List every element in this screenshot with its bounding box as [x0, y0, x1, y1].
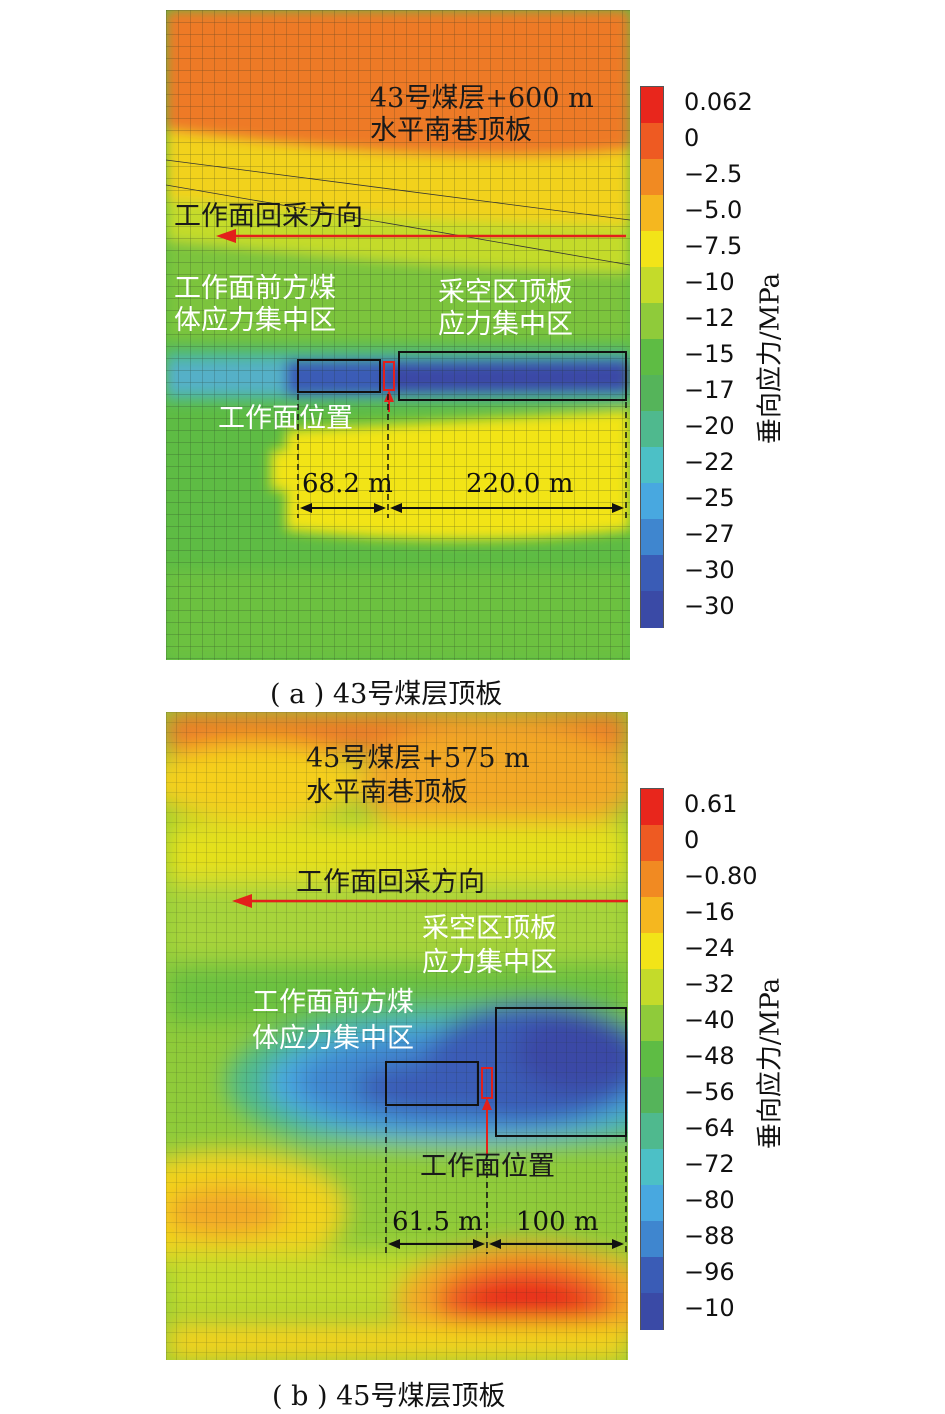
goaf-zone-label-line1-a: 采空区顶板 [438, 277, 573, 308]
legend-tick-label: −48 [684, 1042, 735, 1070]
legend-color-swatch [641, 1149, 663, 1186]
legend-tick-label: −56 [684, 1078, 735, 1106]
roadway-label-line2-a: 水平南巷顶板 [370, 115, 532, 146]
legend-tick-label: −96 [684, 1258, 735, 1286]
dim-left-label-b: 61.5 m [392, 1207, 483, 1237]
face-position-label-a: 工作面位置 [218, 403, 353, 434]
legend-a-colorbar [640, 86, 664, 628]
face-position-label-b: 工作面位置 [420, 1151, 555, 1182]
direction-label-b: 工作面回采方向 [296, 867, 485, 898]
legend-color-swatch [641, 1257, 663, 1294]
legend-color-swatch [641, 87, 663, 124]
goaf-zone-label-line2-a: 应力集中区 [438, 309, 573, 340]
direction-arrow-head-a [216, 229, 236, 243]
front-zone-label-line2-a: 体应力集中区 [174, 305, 336, 336]
front-zone-label-line2-b: 体应力集中区 [252, 1023, 414, 1054]
legend-color-swatch [641, 1113, 663, 1150]
front-zone-label-line1-a: 工作面前方煤 [174, 273, 336, 304]
roadway-label-line2-b: 水平南巷顶板 [306, 777, 468, 808]
legend-color-swatch [641, 1041, 663, 1078]
legend-tick-label: −2.5 [684, 160, 743, 188]
caption-a: ( a ) 43号煤层顶板 [270, 679, 503, 710]
legend-color-swatch [641, 1005, 663, 1042]
legend-b-colorbar [640, 788, 664, 1330]
legend-tick-label: −72 [684, 1150, 735, 1178]
roadway-label-line1-b: 45号煤层+575 m [306, 743, 530, 774]
legend-tick-label: −16 [684, 898, 735, 926]
legend-color-swatch [641, 447, 663, 484]
legend-tick-label: −32 [684, 970, 735, 998]
legend-tick-label: −64 [684, 1114, 735, 1142]
legend-tick-label: −17 [684, 376, 735, 404]
legend-tick-label: −7.5 [684, 232, 743, 260]
legend-a-title: 垂向应力/MPa [755, 272, 786, 445]
legend-color-swatch [641, 555, 663, 592]
direction-arrow-head-b [232, 894, 252, 908]
legend-color-swatch [641, 303, 663, 340]
caption-b: ( b ) 45号煤层顶板 [272, 1381, 506, 1412]
legend-tick-label: −80 [684, 1186, 735, 1214]
legend-color-swatch [641, 1185, 663, 1222]
panel-b-stress-field: 45号煤层+575 m 水平南巷顶板 工作面回采方向 采空区顶板 应力集中区 工… [166, 712, 628, 1360]
legend-color-swatch [641, 789, 663, 826]
legend-tick-label: −30 [684, 556, 735, 584]
legend-b-title: 垂向应力/MPa [755, 977, 786, 1150]
legend-tick-label: −24 [684, 934, 735, 962]
legend-tick-label: −10 [684, 268, 735, 296]
panel-a-contour-map [166, 10, 630, 660]
front-zone-label-line1-b: 工作面前方煤 [252, 987, 414, 1018]
legend-tick-label: −22 [684, 448, 735, 476]
legend-color-swatch [641, 231, 663, 268]
legend-color-swatch [641, 591, 663, 628]
panel-a-stress-field: 43号煤层+600 m 水平南巷顶板 工作面回采方向 工作面前方煤 体应力集中区… [166, 10, 630, 660]
legend-tick-label: −25 [684, 484, 735, 512]
legend-color-swatch [641, 825, 663, 862]
legend-color-swatch [641, 267, 663, 304]
legend-tick-label: −88 [684, 1222, 735, 1250]
legend-color-swatch [641, 1221, 663, 1258]
dim-left-label-a: 68.2 m [302, 469, 393, 499]
legend-color-swatch [641, 411, 663, 448]
legend-color-swatch [641, 1293, 663, 1330]
direction-label-a: 工作面回采方向 [174, 201, 363, 232]
legend-tick-label: −0.80 [684, 862, 758, 890]
panel-b-contour-map [166, 712, 628, 1360]
goaf-concentration-box-b [495, 1007, 627, 1137]
legend-color-swatch [641, 195, 663, 232]
legend-color-swatch [641, 969, 663, 1006]
legend-tick-label: −12 [684, 304, 735, 332]
legend-color-swatch [641, 519, 663, 556]
legend-color-swatch [641, 159, 663, 196]
legend-tick-label: −27 [684, 520, 735, 548]
legend-b: 0.61 0 −0.80 −16 −24 −32 −40 −48 −56 −64 −72 −80 −88… [640, 788, 800, 1333]
dim-right-label-b: 100 m [516, 1207, 599, 1237]
legend-tick-label: −20 [684, 412, 735, 440]
goaf-zone-label-line1-b: 采空区顶板 [422, 913, 557, 944]
legend-tick-label: −40 [684, 1006, 735, 1034]
legend-color-swatch [641, 897, 663, 934]
legend-color-swatch [641, 861, 663, 898]
legend-tick-label: 0 [684, 124, 700, 152]
legend-color-swatch [641, 1077, 663, 1114]
legend-tick-label: −5.0 [684, 196, 743, 224]
dim-right-label-a: 220.0 m [466, 469, 574, 499]
legend-tick-label: 0.61 [684, 790, 738, 818]
legend-a: 0.062 0 −2.5 −5.0 −7.5 −10 −12 −15 −17 −20 −22 −25 −… [640, 86, 800, 631]
legend-tick-label: −15 [684, 340, 735, 368]
legend-color-swatch [641, 123, 663, 160]
front-concentration-box-b [385, 1061, 479, 1106]
legend-color-swatch [641, 933, 663, 970]
front-concentration-box-a [297, 359, 381, 393]
goaf-zone-label-line2-b: 应力集中区 [422, 947, 557, 978]
legend-tick-label: −30 [684, 592, 735, 620]
legend-tick-label: 0 [684, 826, 700, 854]
roadway-label-line1-a: 43号煤层+600 m [370, 83, 594, 114]
legend-tick-label: −10 [684, 1294, 735, 1322]
legend-color-swatch [641, 483, 663, 520]
legend-color-swatch [641, 339, 663, 376]
legend-color-swatch [641, 375, 663, 412]
legend-tick-label: 0.062 [684, 88, 753, 116]
goaf-concentration-box-a [398, 351, 627, 401]
